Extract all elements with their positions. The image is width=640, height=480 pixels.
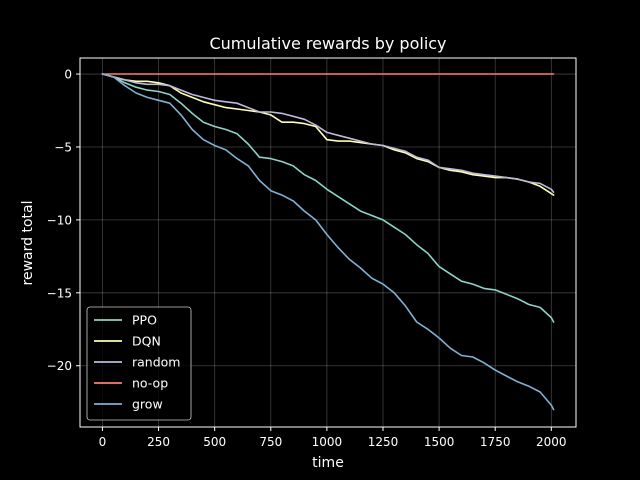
x-axis-label: time <box>312 455 344 471</box>
x-tick-label: 1750 <box>480 435 511 449</box>
y-tick-label: −15 <box>47 286 72 300</box>
y-tick-label: −5 <box>54 140 72 154</box>
x-tick-label: 0 <box>99 435 107 449</box>
legend-label: grow <box>132 397 163 412</box>
y-axis-label: reward total <box>20 201 36 286</box>
series-line-PPO <box>101 73 555 323</box>
x-tick-label: 1000 <box>312 435 343 449</box>
x-tick-label: 500 <box>203 435 226 449</box>
legend-label: random <box>132 355 180 370</box>
series-line-grow <box>101 73 555 411</box>
x-tick-label: 1500 <box>424 435 455 449</box>
x-tick-label: 750 <box>259 435 282 449</box>
series-line-DQN <box>101 73 555 196</box>
y-tick-label: −10 <box>47 213 72 227</box>
series-line-random <box>101 73 555 193</box>
y-tick-label: −20 <box>47 359 72 373</box>
axis-ticks: 0 250 500 750 1000 1250 1500 1750 2000 0 −5 −10 −15 −… <box>47 68 567 449</box>
x-tick-label: 2000 <box>536 435 567 449</box>
legend-label: PPO <box>132 313 157 328</box>
plot-frame <box>79 57 577 428</box>
legend-label: no-op <box>132 376 168 391</box>
legend-box <box>86 306 192 421</box>
legend-label: DQN <box>132 334 161 349</box>
x-tick-label: 250 <box>147 435 170 449</box>
y-tick-label: 0 <box>64 68 72 82</box>
legend: PPO DQN random no-op grow <box>86 306 192 421</box>
x-tick-label: 1250 <box>368 435 399 449</box>
chart-title: Cumulative rewards by policy <box>209 34 446 53</box>
series-lines <box>101 73 555 411</box>
